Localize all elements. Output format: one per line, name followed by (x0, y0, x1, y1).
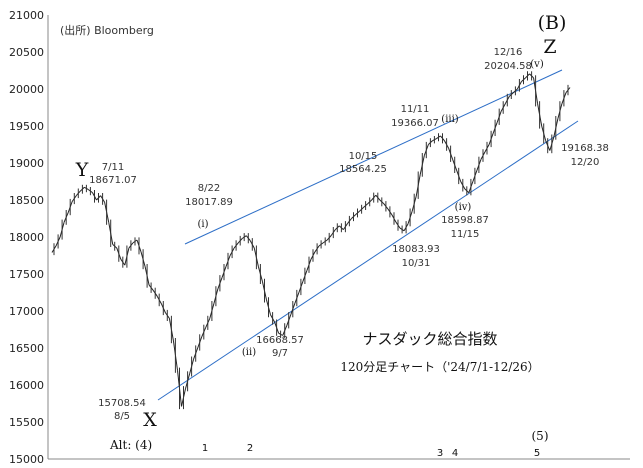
y-tick-label: 16000 (9, 379, 44, 392)
annotation-value: 19168.38 (561, 143, 609, 154)
alt-label: Alt: (4) (109, 438, 152, 452)
chart-subtitle: 120分足チャート（'24/7/1-12/26） (340, 360, 539, 374)
alt-wave-labels: Alt: (4) 1 2 3 4 5 (5) (109, 429, 549, 459)
annotations: 7/11 18671.07 15708.54 8/5 8/22 18017.89… (89, 47, 609, 422)
wave-label-x: X (143, 409, 157, 431)
y-tick-label: 20000 (9, 83, 44, 96)
annotation-value: 15708.54 (98, 398, 146, 409)
source-label: (出所) Bloomberg (60, 23, 154, 37)
y-tick-label: 21000 (9, 9, 44, 22)
y-tick-label: 20500 (9, 46, 44, 59)
annotation-date: 7/11 (102, 162, 124, 173)
annotation-date: 11/11 (401, 104, 430, 115)
alt-label: 2 (247, 443, 253, 454)
wave-label-y: Y (75, 159, 89, 181)
upper-trendline (184, 69, 563, 245)
y-tick-label: 19000 (9, 157, 44, 170)
y-tick-labels: 21000 20500 20000 19500 19000 18500 1800… (9, 9, 44, 466)
alt-label: 5 (534, 448, 540, 459)
annotation-value: 16668.57 (256, 335, 304, 346)
annotation-date: 12/20 (571, 157, 600, 168)
wave-label-b: (B) (538, 12, 567, 34)
wave-label-iii: (iii) (441, 114, 458, 125)
price-series (51, 71, 571, 410)
annotation-date: 10/15 (349, 151, 378, 162)
y-tick-label: 16500 (9, 342, 44, 355)
y-tick-label: 17000 (9, 305, 44, 318)
y-tick-label: 15000 (9, 453, 44, 466)
y-tick-label: 15500 (9, 416, 44, 429)
annotation-value: 20204.58 (484, 61, 532, 72)
y-tick-label: 18500 (9, 194, 44, 207)
annotation-value: 19366.07 (391, 118, 439, 129)
alt-label: 4 (452, 448, 458, 459)
wave-labels: Y X (i) (ii) (iii) (iv) (v) (B) Z (75, 12, 567, 431)
wave-label-v: (v) (530, 59, 544, 70)
alt-label: 3 (437, 448, 443, 459)
lower-trendline (157, 120, 579, 401)
annotation-date: 10/31 (402, 258, 431, 269)
annotation-value: 18598.87 (441, 215, 489, 226)
chart-title: ナスダック総合指数 (362, 330, 497, 348)
annotation-value: 18083.93 (392, 244, 440, 255)
annotation-value: 18017.89 (185, 197, 233, 208)
annotation-date: 11/15 (451, 229, 480, 240)
y-tick-label: 17500 (9, 268, 44, 281)
annotation-date: 9/7 (272, 348, 288, 359)
annotation-date: 12/16 (494, 47, 523, 58)
wave-label-i: (i) (197, 219, 208, 230)
annotation-value: 18671.07 (89, 175, 137, 186)
y-tick-label: 19500 (9, 120, 44, 133)
wave-label-ii: (ii) (242, 347, 256, 358)
annotation-date: 8/5 (114, 411, 130, 422)
annotation-value: 18564.25 (339, 164, 387, 175)
wave-label-z: Z (543, 36, 556, 58)
annotation-date: 8/22 (198, 183, 220, 194)
alt-label: (5) (532, 429, 549, 443)
y-tick-label: 18000 (9, 231, 44, 244)
wave-label-iv: (iv) (455, 202, 472, 213)
alt-label: 1 (202, 443, 208, 454)
